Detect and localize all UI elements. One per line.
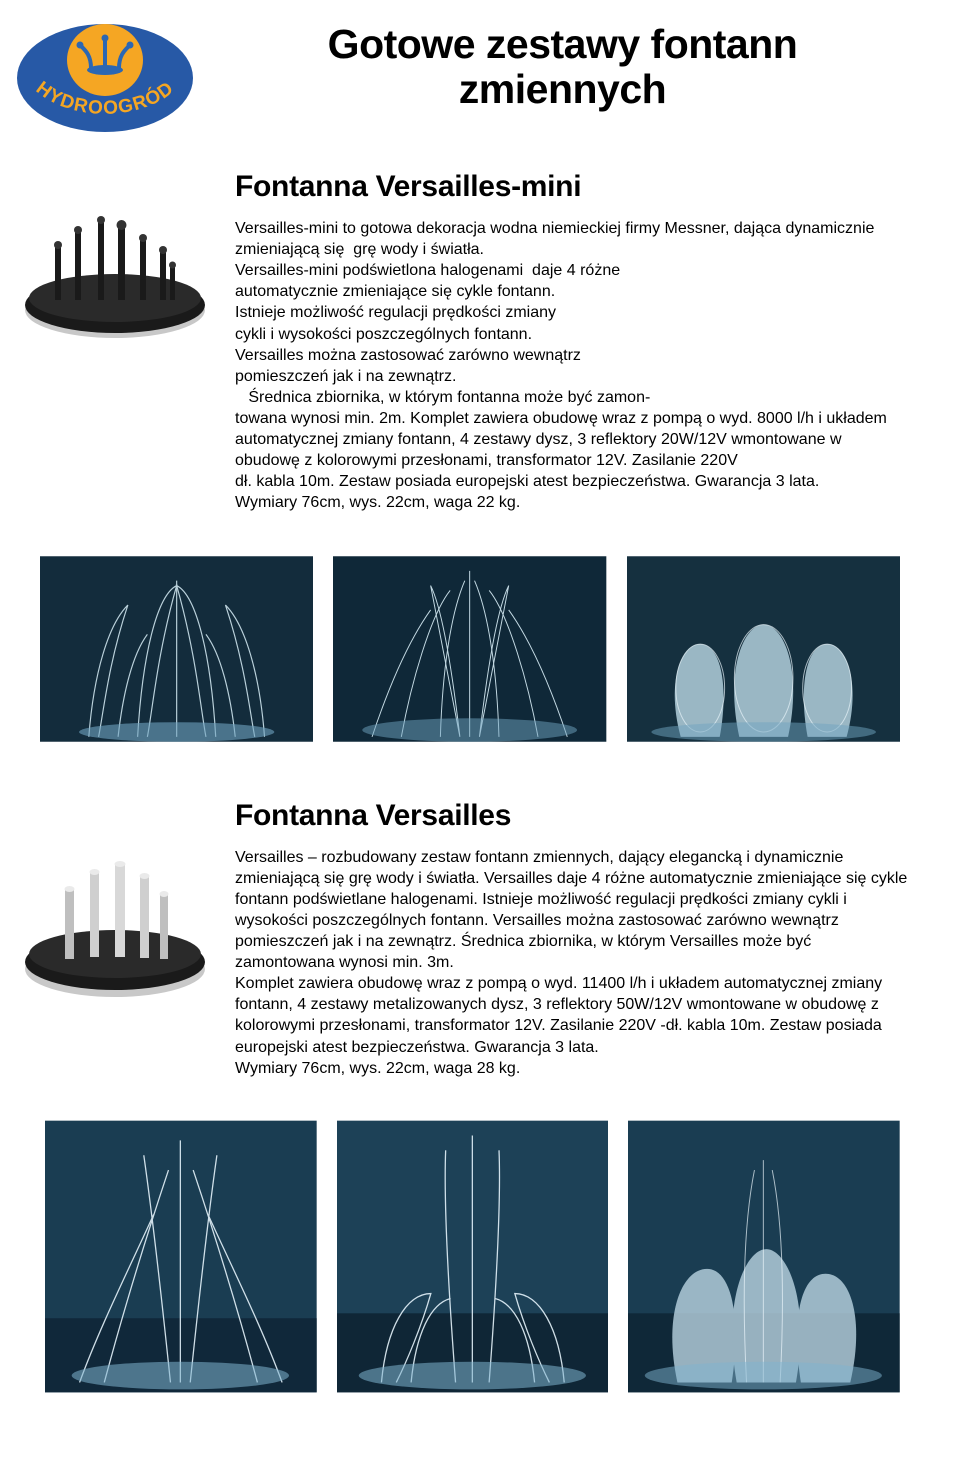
fountain-gallery-1 — [15, 554, 910, 744]
section-versailles: Fontanna Versailles Versailles – rozbudo… — [15, 799, 910, 1079]
section2-heading: Fontanna Versailles — [235, 799, 910, 833]
fountain-image — [40, 554, 313, 744]
section-versailles-mini: Fontanna Versailles-mini Versailles-mini… — [15, 170, 910, 514]
product-image-mini — [15, 170, 215, 514]
fountain-gallery-2 — [15, 1119, 910, 1394]
page-title-line1: Gotowe zestawy fontann — [328, 21, 798, 67]
fountain-image — [628, 1119, 900, 1394]
fountain-image — [333, 554, 606, 744]
fountain-image — [337, 1119, 609, 1394]
page-title: Gotowe zestawy fontann zmiennych — [215, 20, 910, 112]
brand-logo: HYDROOGRÓD — [15, 20, 195, 140]
page-title-line2: zmiennych — [459, 66, 666, 112]
fountain-image — [45, 1119, 317, 1394]
fountain-image — [627, 554, 900, 744]
section1-heading: Fontanna Versailles-mini — [235, 170, 910, 204]
product-image-versailles — [15, 799, 215, 1079]
section1-body: Versailles-mini to gotowa dekoracja wodn… — [235, 218, 910, 514]
section2-body: Versailles – rozbudowany zestaw fontann … — [235, 847, 910, 1079]
